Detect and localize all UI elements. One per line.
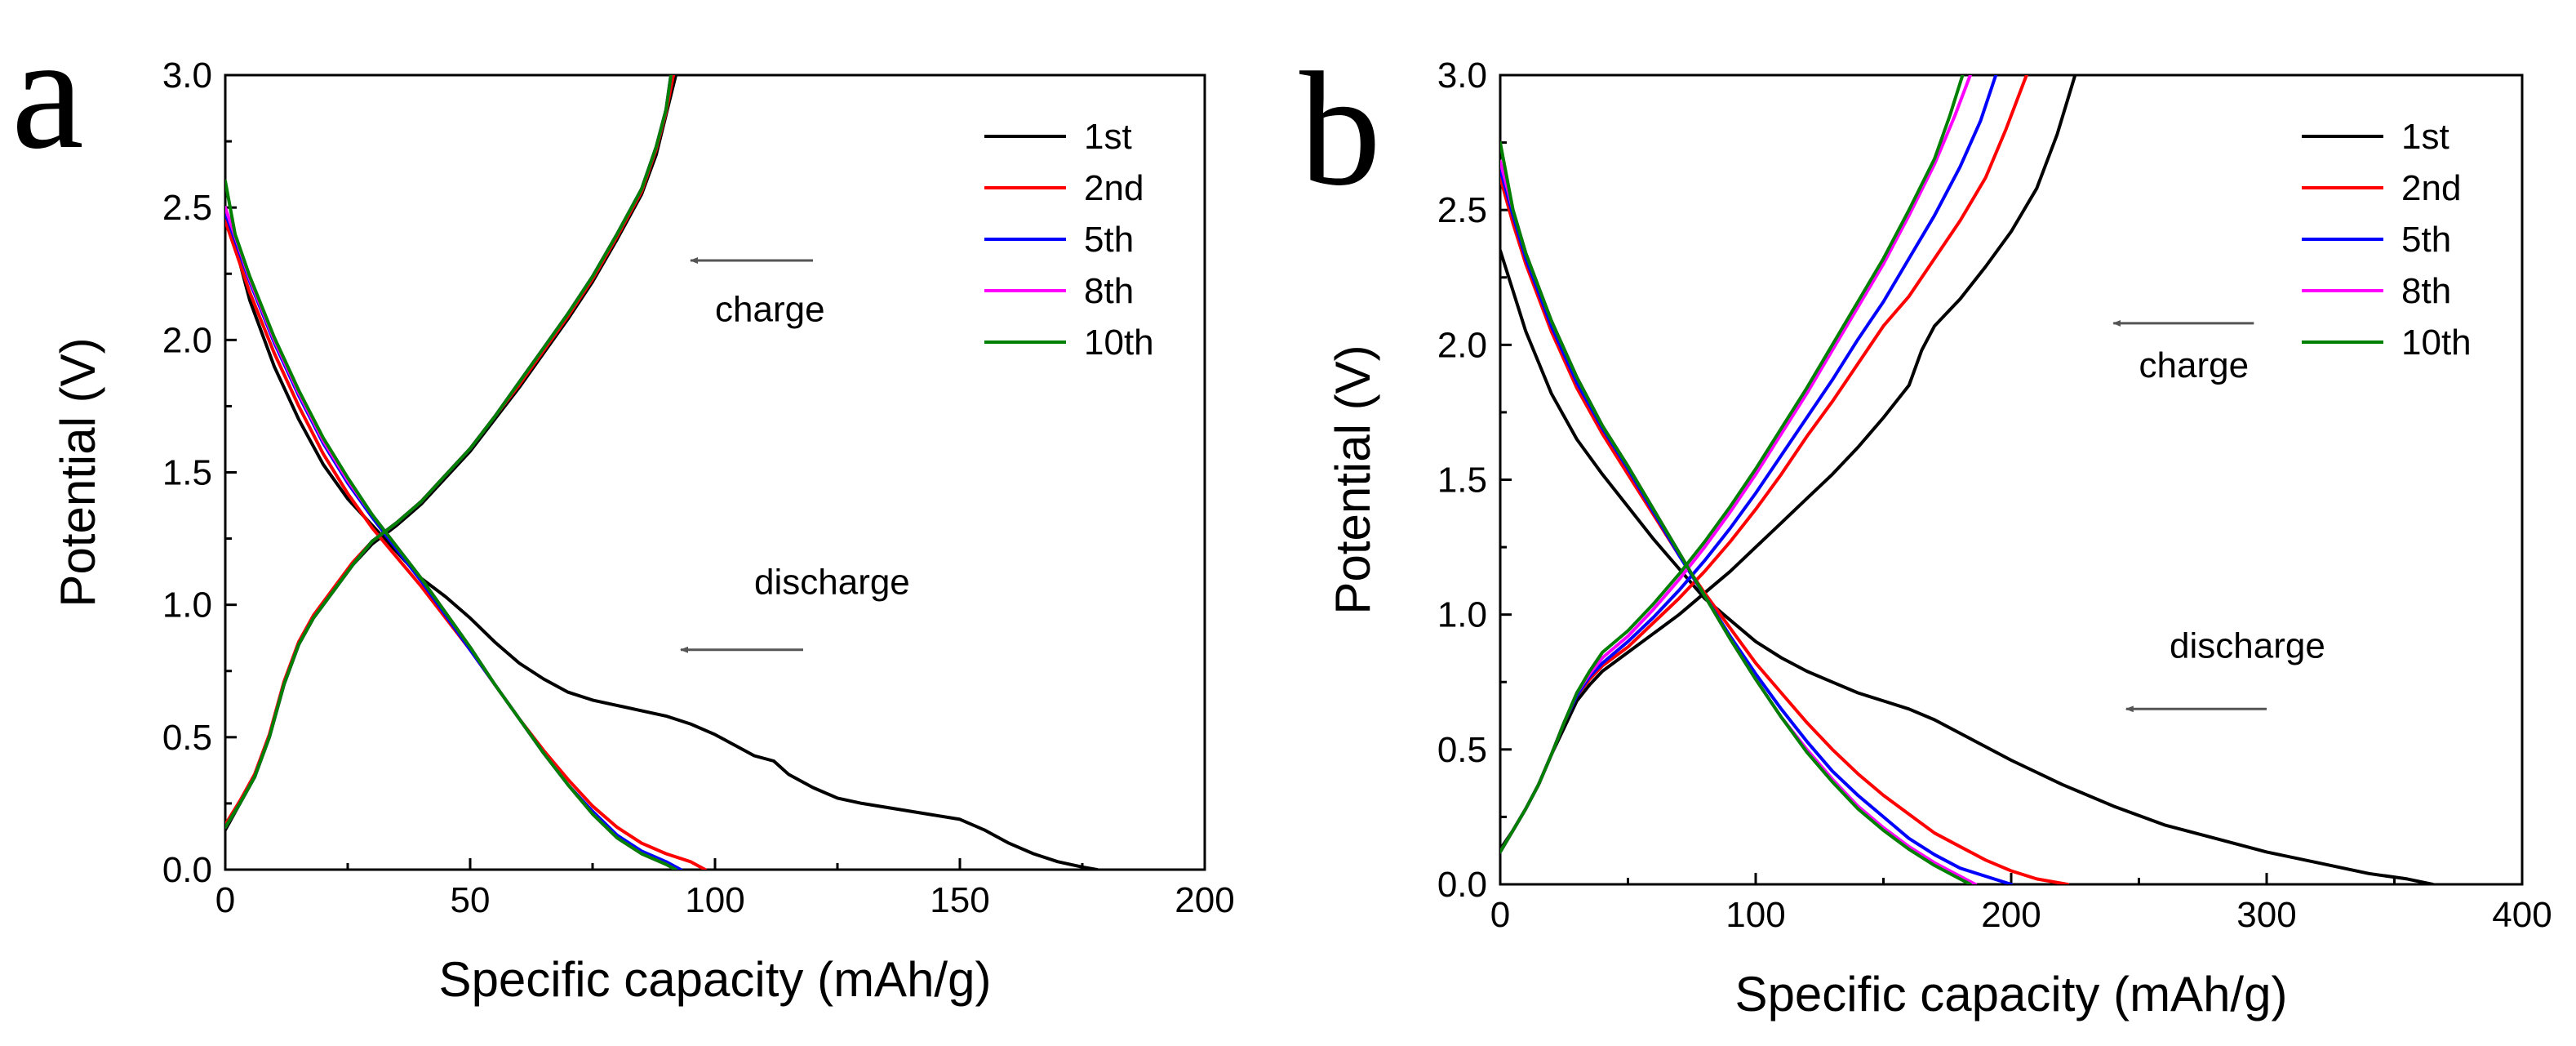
- plot-frame: [1499, 73, 2524, 886]
- series-10th-discharge-line: [225, 179, 677, 870]
- legend-label: 8th: [1084, 271, 1134, 311]
- x-tick-label: 200: [1981, 895, 2041, 935]
- y-axis-title: Potential (V): [51, 337, 105, 607]
- y-tick-label: 3.0: [162, 56, 212, 96]
- y-tick-label: 1.5: [1437, 461, 1487, 501]
- legend-label: 2nd: [2401, 168, 2461, 208]
- annotation-label-charge: charge: [2139, 345, 2250, 385]
- legend-label: 8th: [2401, 271, 2451, 311]
- x-axis-title: Specific capacity (mAh/g): [439, 952, 992, 1007]
- series-2nd-discharge-line: [225, 219, 707, 870]
- x-tick-label: 100: [685, 880, 744, 920]
- y-tick-label: 0.5: [162, 718, 212, 758]
- y-tick-label: 0.5: [1437, 730, 1487, 770]
- legend-label: 1st: [2401, 117, 2449, 157]
- curves: [1500, 75, 2435, 884]
- legend-label: 5th: [2401, 220, 2451, 260]
- x-tick-label: 100: [1725, 895, 1785, 935]
- legend-label: 5th: [1084, 220, 1134, 260]
- panel-a: a 0 50 100 150 200 0.0 0.5 1.0 1.5 2.0 2.5 3.0 Specif…: [11, 2, 1235, 1007]
- panel-letter: b: [1299, 39, 1381, 220]
- y-tick-label: 1.0: [1437, 595, 1487, 635]
- x-tick-label: 50: [451, 880, 491, 920]
- series-5th-discharge-line: [1500, 167, 2013, 884]
- x-tick-label: 200: [1175, 880, 1234, 920]
- annotation-label-discharge: discharge: [2170, 626, 2325, 666]
- series-8th-charge-line: [225, 75, 673, 830]
- y-tick-label: 2.0: [1437, 325, 1487, 365]
- y-tick-label: 1.5: [162, 453, 212, 493]
- y-tick-label: 3.0: [1437, 56, 1487, 96]
- series-10th-discharge-line: [1500, 140, 1972, 884]
- plot-frame: [224, 73, 1206, 871]
- legend-label: 2nd: [1084, 168, 1144, 208]
- x-tick-label: 300: [2236, 895, 2296, 935]
- x-tick-label: 400: [2492, 895, 2552, 935]
- series-8th-discharge-line: [225, 206, 677, 870]
- series-1st-charge-line: [225, 75, 677, 832]
- series-2nd-discharge-line: [1500, 176, 2069, 884]
- series-10th-charge-line: [1500, 75, 1965, 854]
- annotation-label-discharge: discharge: [754, 563, 910, 603]
- legend-label: 10th: [2401, 323, 2472, 363]
- annotation-label-charge: charge: [715, 290, 825, 330]
- series-2nd-charge-line: [225, 75, 675, 826]
- x-axis-title: Specific capacity (mAh/g): [1735, 967, 2288, 1022]
- series-1st-discharge-line: [225, 206, 1099, 870]
- x-tick-label: 0: [1490, 895, 1510, 935]
- y-tick-label: 2.5: [162, 188, 212, 228]
- y-tick-label: 2.5: [1437, 190, 1487, 230]
- y-axis-title: Potential (V): [1326, 345, 1380, 614]
- series-8th-charge-line: [1500, 75, 1972, 854]
- y-tick-label: 2.0: [162, 320, 212, 360]
- series-5th-discharge-line: [225, 211, 682, 870]
- panel-b: b 0 100 200 300 400 0.0 0.5 1.0 1.5 2.0 2.5 3.0 Speci…: [1299, 39, 2552, 1022]
- y-tick-label: 1.0: [162, 585, 212, 625]
- legend-label: 1st: [1084, 117, 1132, 157]
- series-1st-discharge-line: [1500, 248, 2435, 884]
- curves: [225, 75, 1099, 870]
- series-10th-charge-line: [225, 75, 673, 830]
- y-tick-label: 0.0: [162, 850, 212, 890]
- y-tick-label: 0.0: [1437, 865, 1487, 905]
- series-5th-charge-line: [225, 75, 673, 830]
- panel-letter: a: [11, 2, 84, 183]
- x-tick-label: 0: [215, 880, 235, 920]
- legend-label: 10th: [1084, 323, 1154, 363]
- x-tick-label: 150: [930, 880, 989, 920]
